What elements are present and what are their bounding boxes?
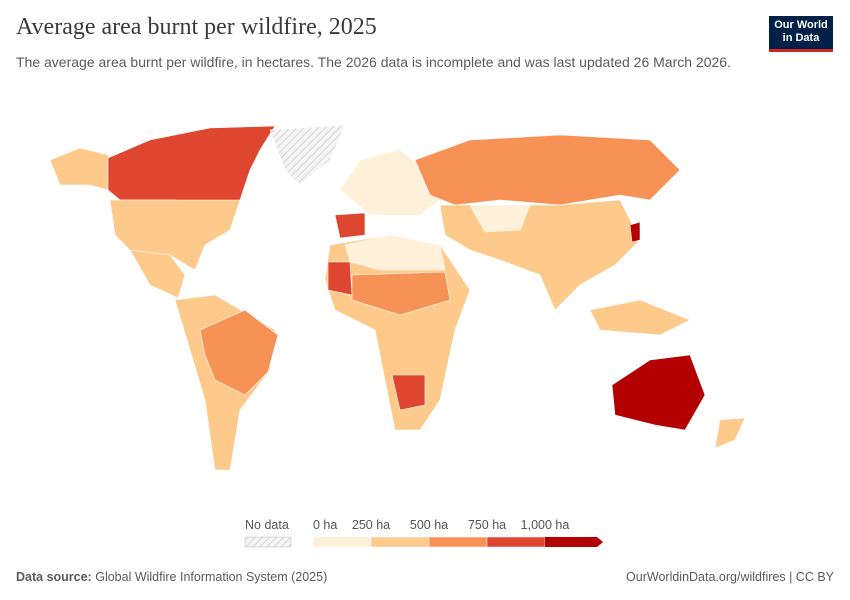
legend-swatch [312, 536, 372, 548]
legend-swatch [545, 537, 603, 547]
title: Average area burnt per wildfire, 2025 [16, 14, 377, 40]
region[interactable] [199, 309, 279, 396]
region[interactable] [334, 212, 366, 239]
source-text: Global Wildfire Information System (2025… [95, 570, 328, 584]
region[interactable] [714, 417, 746, 449]
logo-line: Our World [774, 19, 828, 31]
legend-label: 500 ha [410, 518, 448, 532]
source-label: Data source: [16, 570, 92, 584]
legend-label: 250 ha [352, 518, 390, 532]
legend-label: 1,000 ha [521, 518, 570, 532]
footer-url[interactable]: OurWorldinData.org/wildfires | CC BY [626, 570, 834, 584]
legend-no-data-swatch [244, 536, 292, 548]
legend-no-data-label: No data [245, 518, 289, 532]
region[interactable] [391, 374, 426, 411]
logo[interactable]: Our World in Data [769, 16, 833, 52]
subtitle: The average area burnt per wildfire, in … [16, 54, 731, 70]
region[interactable] [589, 299, 691, 336]
region[interactable] [439, 199, 641, 311]
region[interactable] [469, 204, 531, 233]
legend-label: 0 ha [313, 518, 337, 532]
legend-swatch [370, 536, 430, 548]
region[interactable] [327, 261, 353, 296]
logo-line: in Data [782, 32, 820, 44]
region[interactable] [414, 134, 681, 206]
region-no-data[interactable] [269, 124, 346, 186]
world-map [49, 124, 746, 471]
map-canvas: No data 0 ha 250 ha 500 ha 750 ha 1,000 ha [49, 124, 746, 548]
region[interactable] [629, 221, 641, 243]
legend-swatch [486, 536, 546, 548]
legend: No data 0 ha 250 ha 500 ha 750 ha 1,000 ha [244, 518, 603, 548]
region[interactable] [351, 271, 451, 316]
region[interactable] [129, 249, 186, 299]
region[interactable] [109, 199, 241, 271]
region[interactable] [107, 125, 276, 211]
legend-label: 750 ha [468, 518, 506, 532]
legend-swatch [428, 536, 488, 548]
region[interactable] [49, 147, 109, 191]
source: Data source: Global Wildfire Information… [16, 570, 327, 584]
region[interactable] [611, 354, 706, 431]
